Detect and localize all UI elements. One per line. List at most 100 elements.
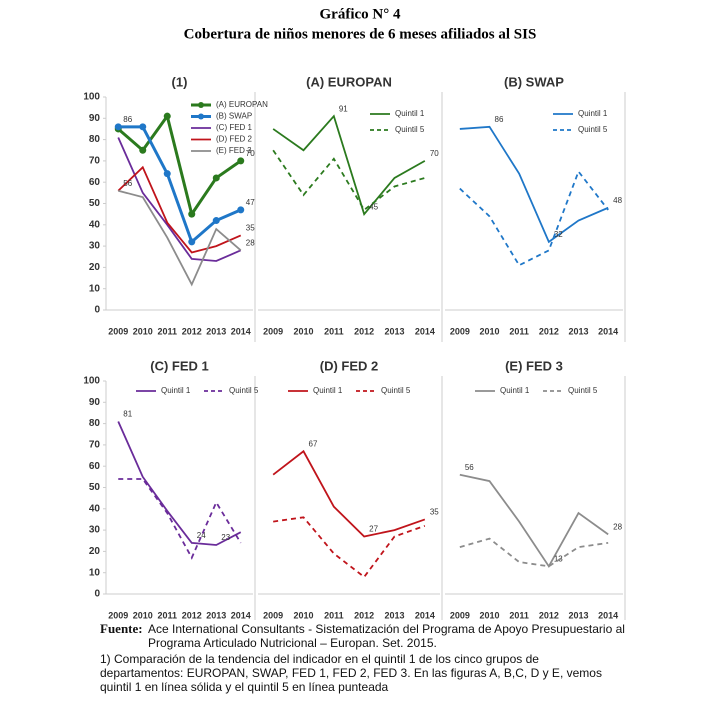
x-tick-label: 2012	[182, 610, 202, 620]
y-tick-label: 50	[89, 198, 101, 209]
legend-label: (B) SWAP	[216, 112, 252, 121]
marker	[237, 206, 245, 214]
x-tick-label: 2009	[263, 326, 283, 336]
x-tick-label: 2010	[293, 326, 313, 336]
x-tick-label: 2010	[479, 610, 499, 620]
series-line	[272, 114, 426, 216]
data-label: 28	[613, 522, 622, 531]
legend-label: (C) FED 1	[216, 123, 253, 132]
series-line	[459, 169, 609, 267]
x-tick-label: 2014	[231, 326, 251, 336]
marker	[212, 174, 220, 182]
legend-label: Quintil 1	[395, 109, 425, 118]
x-tick-label: 2011	[324, 610, 344, 620]
x-tick-label: 2010	[133, 610, 153, 620]
x-tick-label: 2012	[182, 326, 202, 336]
x-tick-label: 2013	[384, 610, 404, 620]
data-label: 24	[197, 531, 206, 540]
x-tick-label: 2014	[415, 610, 435, 620]
source-text: Ace International Consultants - Sistemat…	[148, 622, 625, 650]
y-tick-label: 90	[89, 397, 101, 408]
marker	[163, 170, 171, 178]
marker	[188, 210, 196, 218]
legend-label: Quintil 1	[578, 109, 608, 118]
source-label: Fuente:	[100, 621, 143, 636]
y-tick-label: 20	[89, 546, 101, 557]
data-label: 28	[246, 238, 255, 247]
data-label: 56	[465, 463, 474, 472]
x-tick-label: 2011	[157, 326, 177, 336]
marker	[237, 157, 245, 165]
marker	[139, 123, 147, 131]
x-tick-label: 2010	[479, 326, 499, 336]
legend-label: Quintil 5	[229, 386, 259, 395]
x-tick-label: 2009	[108, 610, 128, 620]
data-label: 23	[221, 533, 230, 542]
series-line	[459, 537, 609, 568]
marker	[188, 238, 196, 246]
data-label: 56	[123, 179, 132, 188]
data-label: 48	[613, 196, 622, 205]
legend-label: (D) FED 2	[216, 135, 253, 144]
legend-label: (A) EUROPAN	[216, 100, 268, 109]
series-line	[117, 137, 242, 262]
legend-label: Quintil 5	[568, 386, 598, 395]
data-label: 13	[554, 554, 563, 563]
x-tick-label: 2013	[384, 326, 404, 336]
data-label: 81	[123, 410, 132, 419]
series-line	[118, 125, 242, 245]
x-tick-label: 2013	[568, 326, 588, 336]
panel-title: (A) EUROPAN	[306, 74, 392, 89]
x-tick-label: 2011	[157, 610, 177, 620]
data-label: 35	[430, 508, 439, 517]
y-tick-label: 0	[94, 589, 100, 600]
x-tick-label: 2014	[598, 326, 618, 336]
y-tick-label: 40	[89, 219, 101, 230]
legend-label: Quintil 1	[161, 386, 191, 395]
data-label: 45	[369, 202, 378, 211]
x-tick-label: 2012	[354, 610, 374, 620]
y-tick-label: 70	[89, 440, 101, 451]
series-line	[118, 189, 242, 287]
panel-title: (1)	[172, 74, 188, 89]
marker	[114, 123, 122, 131]
x-tick-label: 2012	[539, 326, 559, 336]
x-tick-label: 2009	[263, 610, 283, 620]
series-line	[459, 125, 609, 244]
data-label: 67	[309, 439, 318, 448]
panel-title: (D) FED 2	[320, 358, 379, 373]
data-label: 35	[246, 224, 255, 233]
panel-title: (E) FED 3	[505, 358, 563, 373]
x-tick-label: 2009	[450, 326, 470, 336]
data-label: 32	[554, 230, 563, 239]
x-tick-label: 2014	[231, 610, 251, 620]
x-tick-label: 2011	[324, 326, 344, 336]
panel-title: (B) SWAP	[504, 74, 564, 89]
source: Fuente: Ace International Consultants - S…	[100, 621, 625, 651]
panel-title: (C) FED 1	[150, 358, 209, 373]
x-tick-label: 2013	[568, 610, 588, 620]
legend-label: Quintil 5	[578, 125, 608, 134]
data-label: 86	[495, 115, 504, 124]
series-line	[272, 449, 426, 538]
legend-label: Quintil 1	[500, 386, 530, 395]
x-tick-label: 2013	[206, 610, 226, 620]
marker	[139, 146, 147, 154]
y-tick-label: 40	[89, 503, 101, 514]
x-tick-label: 2013	[206, 326, 226, 336]
data-label: 91	[339, 104, 348, 113]
y-tick-label: 10	[89, 283, 101, 294]
x-tick-label: 2011	[509, 610, 529, 620]
y-tick-label: 30	[89, 241, 101, 252]
series-line	[118, 478, 242, 560]
x-tick-label: 2010	[133, 326, 153, 336]
legend-label: (E) FED 3	[216, 146, 252, 155]
subtitle: Cobertura de niños menores de 6 meses af…	[184, 26, 537, 42]
series-line	[273, 516, 426, 579]
y-tick-label: 30	[89, 525, 101, 536]
x-tick-label: 2010	[293, 610, 313, 620]
chart: Gráfico N° 4 Cobertura de niños menores …	[83, 6, 626, 620]
x-tick-label: 2014	[415, 326, 435, 336]
series-line	[272, 149, 426, 212]
